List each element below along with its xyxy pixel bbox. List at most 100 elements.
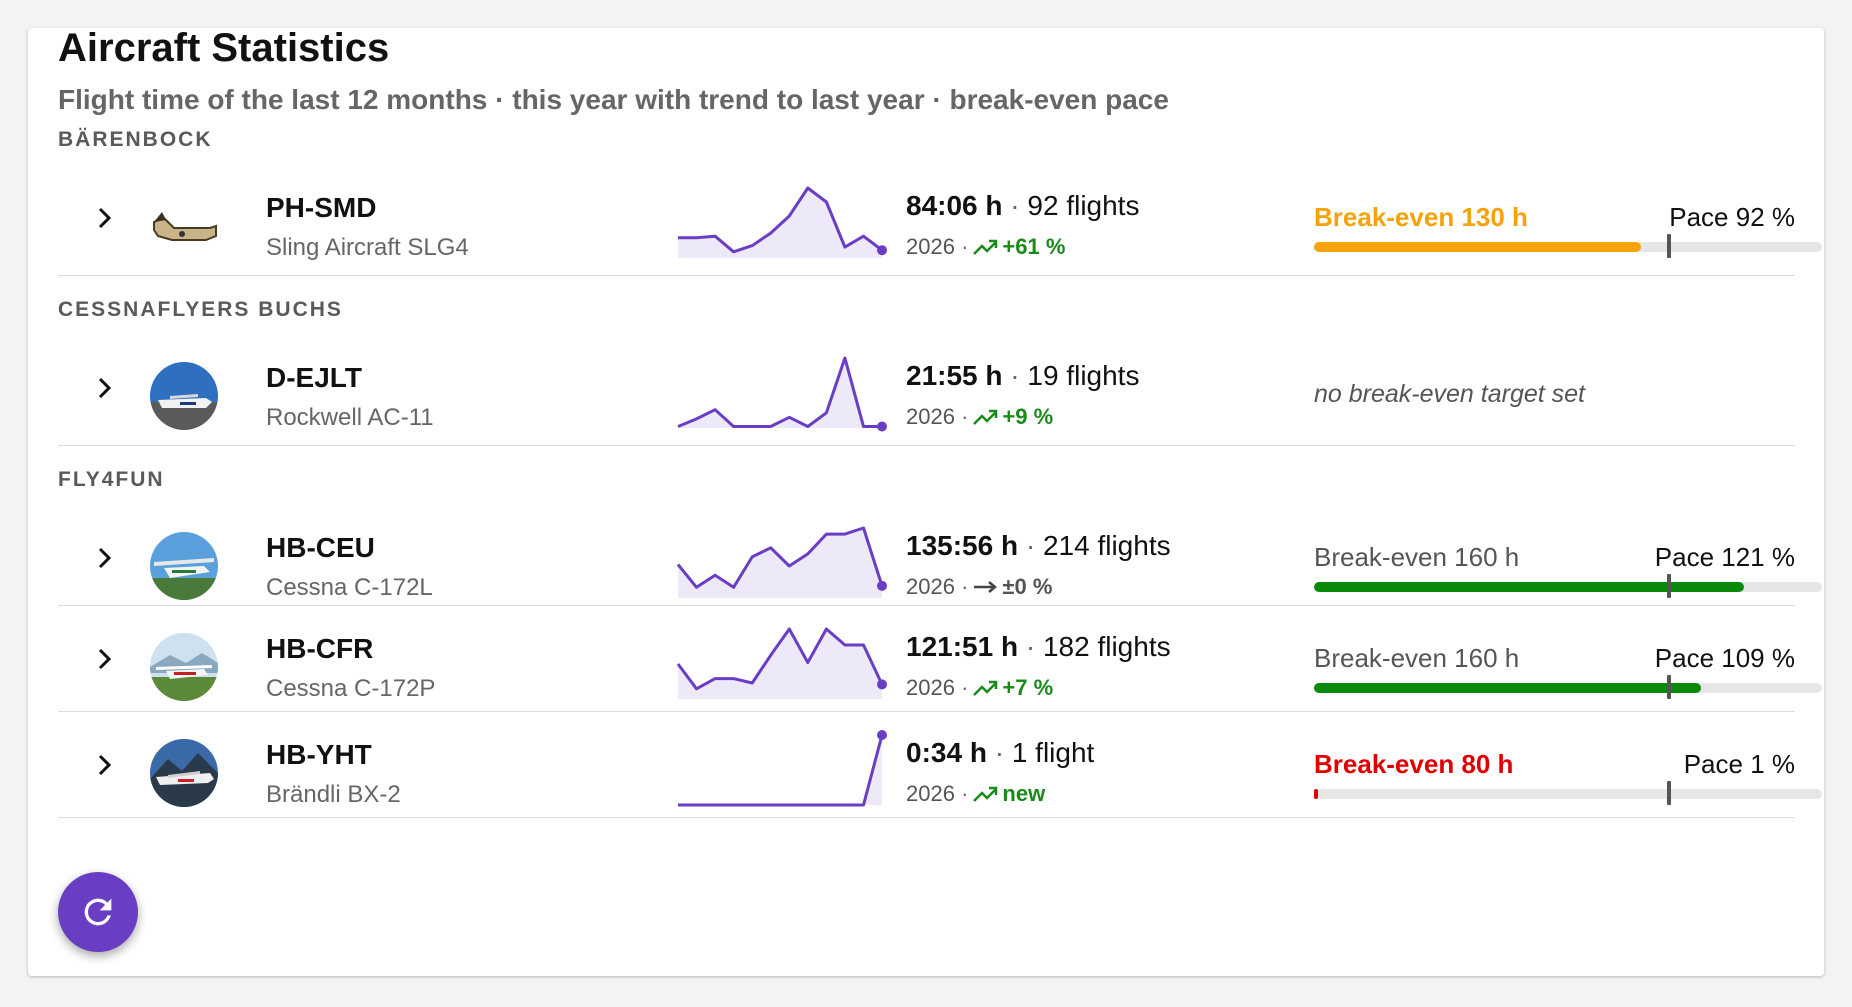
chevron-right-icon[interactable]: [92, 206, 116, 230]
pace-target-marker: [1667, 574, 1671, 598]
total-hours: 21:55 h: [906, 360, 1003, 391]
pace-bar: [1314, 574, 1822, 598]
trending-up-icon: [973, 786, 998, 802]
chevron-right-icon[interactable]: [92, 376, 116, 400]
trend-value: +7 %: [1002, 675, 1054, 700]
aircraft-photo: [153, 212, 217, 241]
sparkline-line: [677, 356, 882, 428]
sparkline-area: [678, 629, 882, 699]
aircraft-registration: HB-CEU: [266, 532, 375, 563]
trend-year: 2026: [906, 404, 955, 429]
aircraft-row-hb-cfr[interactable]: HB-CFR Cessna C-172P 121:51 h · 182 flig…: [58, 605, 1822, 712]
trending-up-icon: [973, 680, 998, 696]
aircraft-registration: PH-SMD: [266, 192, 377, 223]
aircraft-statistics-card: Aircraft Statistics Flight time of the l…: [28, 28, 1824, 976]
year-trend: 2026 · +7 %: [906, 675, 1054, 700]
page-title: Aircraft Statistics: [58, 26, 390, 70]
group-label-cessnaflyers-buchs: CESSNAFLYERS BUCHS: [58, 298, 343, 321]
pace-label: Pace 92 %: [1669, 202, 1795, 232]
aircraft-model: Cessna C-172P: [266, 675, 436, 702]
trend-value: +9 %: [1002, 404, 1054, 429]
no-break-even-note: no break-even target set: [1314, 380, 1585, 408]
trend-value: +61 %: [1002, 234, 1066, 259]
group-label-fly4fun: FLY4FUN: [58, 468, 165, 491]
trending-up-icon: [973, 239, 998, 255]
total-hours: 0:34 h: [906, 737, 987, 768]
sparkline-current-point: [877, 730, 887, 740]
pace-label: Pace 109 %: [1654, 643, 1795, 673]
pace-bar: [1314, 234, 1822, 258]
total-hours: 121:51 h: [906, 631, 1019, 662]
aircraft-photo: [150, 739, 218, 807]
trend-year: 2026: [906, 781, 955, 806]
pace-target-marker: [1667, 675, 1671, 699]
year-trend: 2026 · +9 %: [906, 404, 1054, 429]
aircraft-row-ph-smd[interactable]: PH-SMD Sling Aircraft SLG4 84:06 h · 92 …: [58, 158, 1822, 276]
trend-year: 2026: [906, 574, 955, 599]
trend-value: new: [1002, 781, 1046, 806]
flight-count: 92 flights: [1027, 190, 1140, 221]
flight-time-sparkline: [677, 356, 887, 432]
trend-value: ±0 %: [1002, 574, 1053, 599]
pace-target-marker: [1667, 781, 1671, 805]
pace-target-marker: [1667, 234, 1671, 258]
flight-time-sparkline: [676, 627, 887, 699]
chevron-right-icon[interactable]: [92, 753, 116, 777]
sparkline-current-point: [877, 245, 887, 256]
aircraft-model: Sling Aircraft SLG4: [266, 234, 469, 261]
trending-up-icon: [973, 409, 998, 425]
trend-year: 2026: [906, 234, 955, 259]
flight-hours: 84:06 h · 92 flights: [906, 190, 1140, 221]
aircraft-row-hb-yht[interactable]: HB-YHT Brändli BX-2 0:34 h · 1 flight 20…: [58, 711, 1822, 818]
year-trend: 2026 · new: [906, 781, 1046, 806]
flight-time-sparkline: [676, 526, 887, 598]
aircraft-photo: [150, 633, 218, 701]
break-even-label: Break-even 130 h: [1314, 202, 1528, 232]
pace-label: Pace 1 %: [1683, 749, 1795, 779]
aircraft-registration: HB-CFR: [266, 633, 374, 664]
aircraft-row-hb-ceu[interactable]: HB-CEU Cessna C-172L 135:56 h · 214 flig…: [58, 498, 1822, 606]
aircraft-registration: HB-YHT: [266, 739, 372, 770]
aircraft-photo: [150, 532, 218, 600]
aircraft-model: Rockwell AC-11: [266, 404, 434, 431]
pace-bar-fill: [1314, 789, 1318, 799]
pace-bar: [1314, 781, 1822, 805]
sparkline-line: [676, 526, 884, 589]
aircraft-photo: [150, 362, 218, 430]
trend-year: 2026: [906, 675, 955, 700]
flight-hours: 21:55 h · 19 flights: [906, 360, 1140, 391]
sparkline-current-point: [877, 679, 887, 690]
refresh-button[interactable]: [58, 872, 138, 952]
break-even-label: Break-even 160 h: [1314, 542, 1520, 572]
total-hours: 84:06 h: [906, 190, 1003, 221]
pace-bar: [1314, 675, 1822, 699]
sparkline-line: [678, 186, 883, 254]
page-subtitle: Flight time of the last 12 months · this…: [58, 84, 1169, 115]
flight-time-sparkline: [678, 186, 887, 258]
flight-hours: 0:34 h · 1 flight: [906, 737, 1095, 768]
sparkline-area: [678, 735, 882, 805]
flight-count: 19 flights: [1027, 360, 1140, 391]
sparkline-current-point: [877, 421, 887, 432]
trending-flat-icon: [974, 581, 998, 593]
flight-hours: 135:56 h · 214 flights: [906, 530, 1171, 561]
sparkline-line: [676, 627, 884, 691]
break-even-label: Break-even 160 h: [1314, 643, 1520, 673]
aircraft-model: Brändli BX-2: [266, 781, 401, 808]
flight-hours: 121:51 h · 182 flights: [906, 631, 1171, 662]
flight-count: 214 flights: [1042, 530, 1171, 561]
pace-bar-fill: [1314, 683, 1701, 693]
total-hours: 135:56 h: [906, 530, 1019, 561]
refresh-icon: [84, 898, 112, 926]
sparkline-area: [678, 188, 882, 258]
year-trend: 2026 · +61 %: [906, 234, 1066, 259]
sparkline-area: [678, 358, 882, 428]
chevron-right-icon[interactable]: [92, 546, 116, 570]
flight-count: 182 flights: [1042, 631, 1171, 662]
sparkline-area: [678, 528, 882, 598]
aircraft-row-d-ejlt[interactable]: D-EJLT Rockwell AC-11 21:55 h · 19 fligh…: [58, 328, 1795, 446]
sparkline-current-point: [877, 580, 887, 591]
pace-label: Pace 121 %: [1654, 542, 1795, 572]
break-even-label: Break-even 80 h: [1314, 749, 1514, 779]
chevron-right-icon[interactable]: [92, 647, 116, 671]
